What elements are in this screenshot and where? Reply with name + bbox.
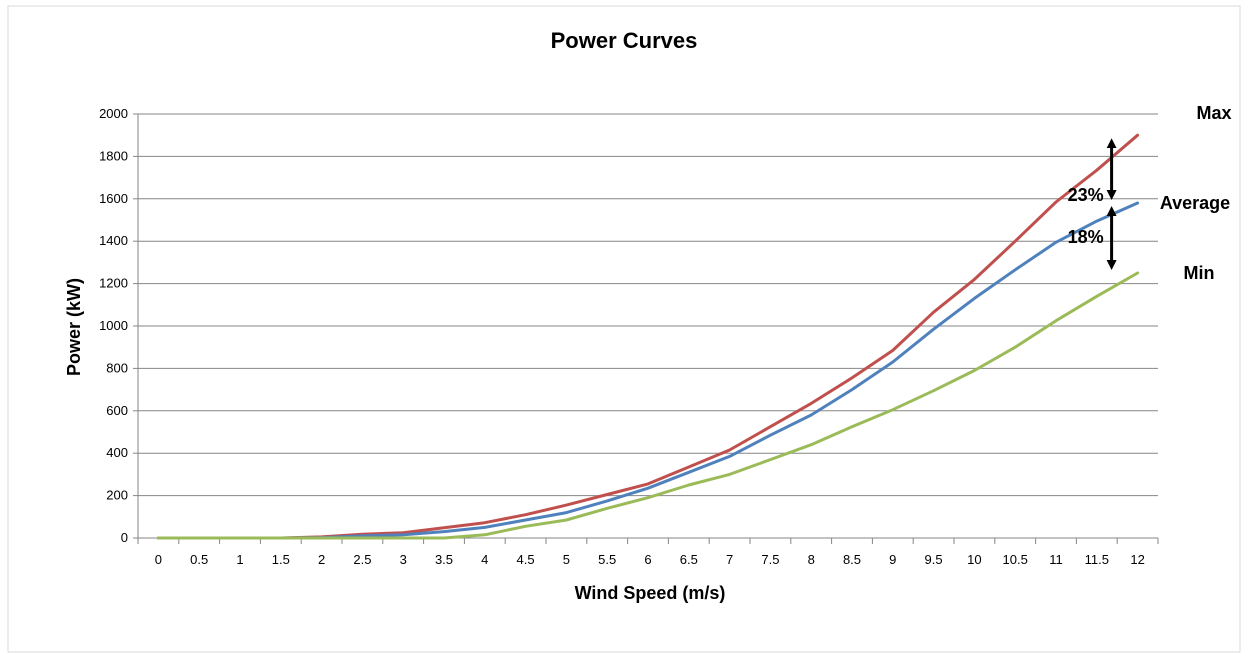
annotation-label: 23% [1068, 185, 1104, 205]
x-tick-label: 6.5 [680, 552, 698, 567]
chart-title: Power Curves [551, 28, 698, 53]
y-tick-label: 800 [106, 360, 128, 375]
x-tick-label: 11 [1049, 552, 1063, 567]
annotations: 23% 18% [1068, 138, 1117, 270]
x-tick-label: 1.5 [272, 552, 290, 567]
x-tick-label: 8.5 [843, 552, 861, 567]
series-label-min: Min [1184, 263, 1215, 283]
x-tick-label: 2.5 [353, 552, 371, 567]
x-tick-label: 3.5 [435, 552, 453, 567]
series-labels: Max Average Min [1160, 103, 1232, 283]
x-tick-label: 12 [1130, 552, 1144, 567]
y-tick-label: 1200 [99, 276, 128, 291]
y-tick-label: 400 [106, 445, 128, 460]
x-tick-label: 3 [400, 552, 407, 567]
series-lines [156, 133, 1140, 540]
x-tick-label: 1 [236, 552, 243, 567]
x-tick-label: 4.5 [517, 552, 535, 567]
x-tick-label: 10.5 [1003, 552, 1028, 567]
series-label-max: Max [1196, 103, 1231, 123]
x-tick-label: 8 [808, 552, 815, 567]
x-tick-label: 5.5 [598, 552, 616, 567]
y-tick-label: 1400 [99, 233, 128, 248]
x-tick-label: 9 [889, 552, 896, 567]
y-tick-label: 1600 [99, 191, 128, 206]
x-tick-label: 7.5 [761, 552, 779, 567]
y-tick-label: 1000 [99, 318, 128, 333]
y-axis-label: Power (kW) [64, 278, 84, 376]
y-tick-label: 0 [121, 530, 128, 545]
y-tick-label: 2000 [99, 106, 128, 121]
y-tick-label: 600 [106, 403, 128, 418]
x-tick-label: 2 [318, 552, 325, 567]
series-line-min [156, 271, 1140, 540]
x-tick-label: 6 [644, 552, 651, 567]
x-axis-label: Wind Speed (m/s) [575, 583, 726, 603]
series-label-average: Average [1160, 193, 1230, 213]
x-tick-label: 7 [726, 552, 733, 567]
y-tick-label: 1800 [99, 148, 128, 163]
x-tick-label: 4 [481, 552, 488, 567]
x-tick-label: 0.5 [190, 552, 208, 567]
annotation-label: 18% [1068, 227, 1104, 247]
x-tick-label: 9.5 [925, 552, 943, 567]
x-tick-label: 10 [967, 552, 981, 567]
x-tick-label: 5 [563, 552, 570, 567]
x-tick-label: 0 [155, 552, 162, 567]
y-axis: 0 200 400 600 800 1000 1200 1400 1600 1800 2000 [99, 106, 139, 545]
x-tick-label: 11.5 [1085, 552, 1109, 567]
y-tick-label: 200 [106, 488, 128, 503]
